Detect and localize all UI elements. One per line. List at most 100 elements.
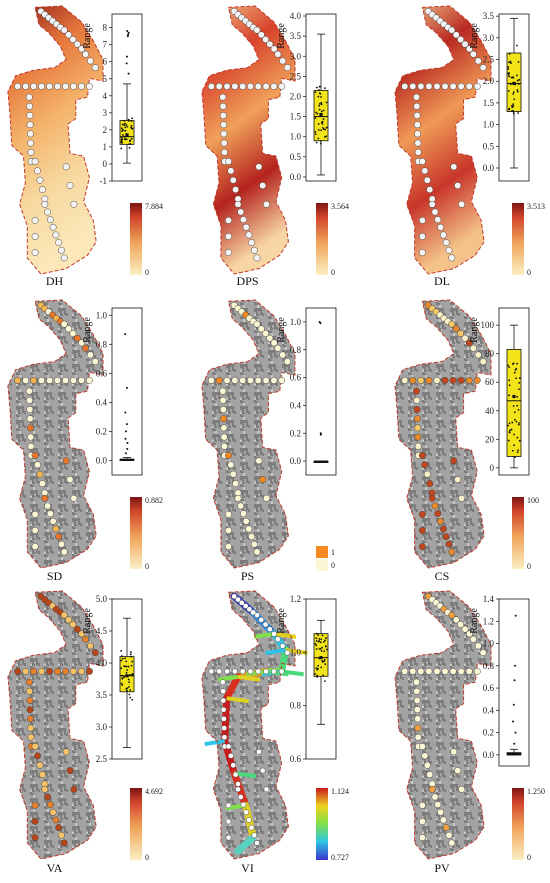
jitter-point [512,405,515,407]
sample-point [278,82,286,90]
map-area [7,300,103,568]
jitter-point [120,682,123,685]
map-area [395,300,491,568]
colorbar-gradient [316,788,328,860]
jitter-point [511,110,513,112]
jitter-point [120,127,123,130]
sample-point [263,200,270,208]
sample-point [413,396,421,404]
jitter-point [121,657,124,660]
sample-point [245,525,253,533]
jitter-point [323,660,326,663]
jitter-point [321,634,324,637]
jitter-point [513,371,516,374]
sample-point [225,216,232,224]
sample-point [221,734,228,741]
colorbar-max-label: 7.884 [145,202,163,211]
jitter-point [127,665,130,668]
jitter-point [322,118,325,120]
jitter-point [120,674,123,677]
sample-point [46,376,53,384]
jitter-point [514,369,517,371]
jitter-point [320,650,323,652]
jitter-point [321,660,323,662]
y-tick-label: 5.0 [96,594,108,604]
sample-point [409,667,417,675]
sample-point [82,344,89,352]
sample-point [31,510,39,518]
jitter-point [516,90,519,93]
legend-label: 1 [331,548,335,557]
panel-title: DPS [236,274,258,288]
sample-point [457,330,465,337]
sample-point [227,167,235,175]
sample-point [457,82,465,90]
sample-point [279,57,287,65]
sample-point [231,376,239,384]
sample-point [448,839,456,847]
jitter-point [507,68,510,70]
vegetation-branch [253,631,275,639]
sample-point [31,157,39,165]
sample-point [465,45,473,53]
sample-point [243,809,249,816]
sample-point [423,176,431,184]
jitter-point [515,74,518,77]
sample-point [417,376,425,384]
sample-point [78,45,86,53]
jitter-point [511,449,514,452]
jitter-point [316,674,319,677]
y-axis-label: Range [469,608,480,634]
sample-point [445,540,453,548]
sample-point [401,82,409,90]
sample-point [46,801,54,809]
sample-point [473,376,481,384]
jitter-point [324,663,327,666]
colorbar: 1.124 0.727 [316,787,349,862]
jitter-point [325,648,328,651]
sample-point [27,733,35,741]
sample-point [458,200,466,208]
sample-point [474,642,482,650]
panel-title: PS [241,569,254,583]
sample-point [425,82,433,90]
jitter-point [511,363,514,365]
sample-point [31,451,39,459]
sample-point [248,533,256,541]
sample-point [442,824,450,832]
sample-point [426,771,434,779]
jitter-point [512,103,515,106]
y-tick-label: 3.5 [96,690,108,700]
y-tick-label: 4 [103,91,108,101]
sample-point [30,376,38,384]
sample-point [14,376,22,384]
jitter-point [324,680,326,682]
y-tick-label: 0.0 [483,750,495,760]
sample-point [270,82,278,90]
sample-point [418,742,426,750]
jitter-point [511,106,514,109]
jitter-point [123,122,126,125]
colorbar-min-label: 0 [527,268,531,277]
jitter-point [319,85,321,88]
map-area [201,300,295,568]
jitter-point [324,128,327,131]
jitter-point [518,382,521,384]
sample-point [46,82,53,90]
jitter-point [320,103,323,106]
sample-point [237,502,245,510]
sample-point [275,636,281,643]
jitter-point [125,660,128,663]
jitter-point [513,411,516,414]
panel-title: DL [434,274,450,288]
sample-point [26,424,34,432]
outlier-point [127,72,130,75]
sample-point [253,548,261,556]
jitter-point [130,664,133,667]
jitter-point [516,362,518,365]
sample-point [258,616,265,623]
